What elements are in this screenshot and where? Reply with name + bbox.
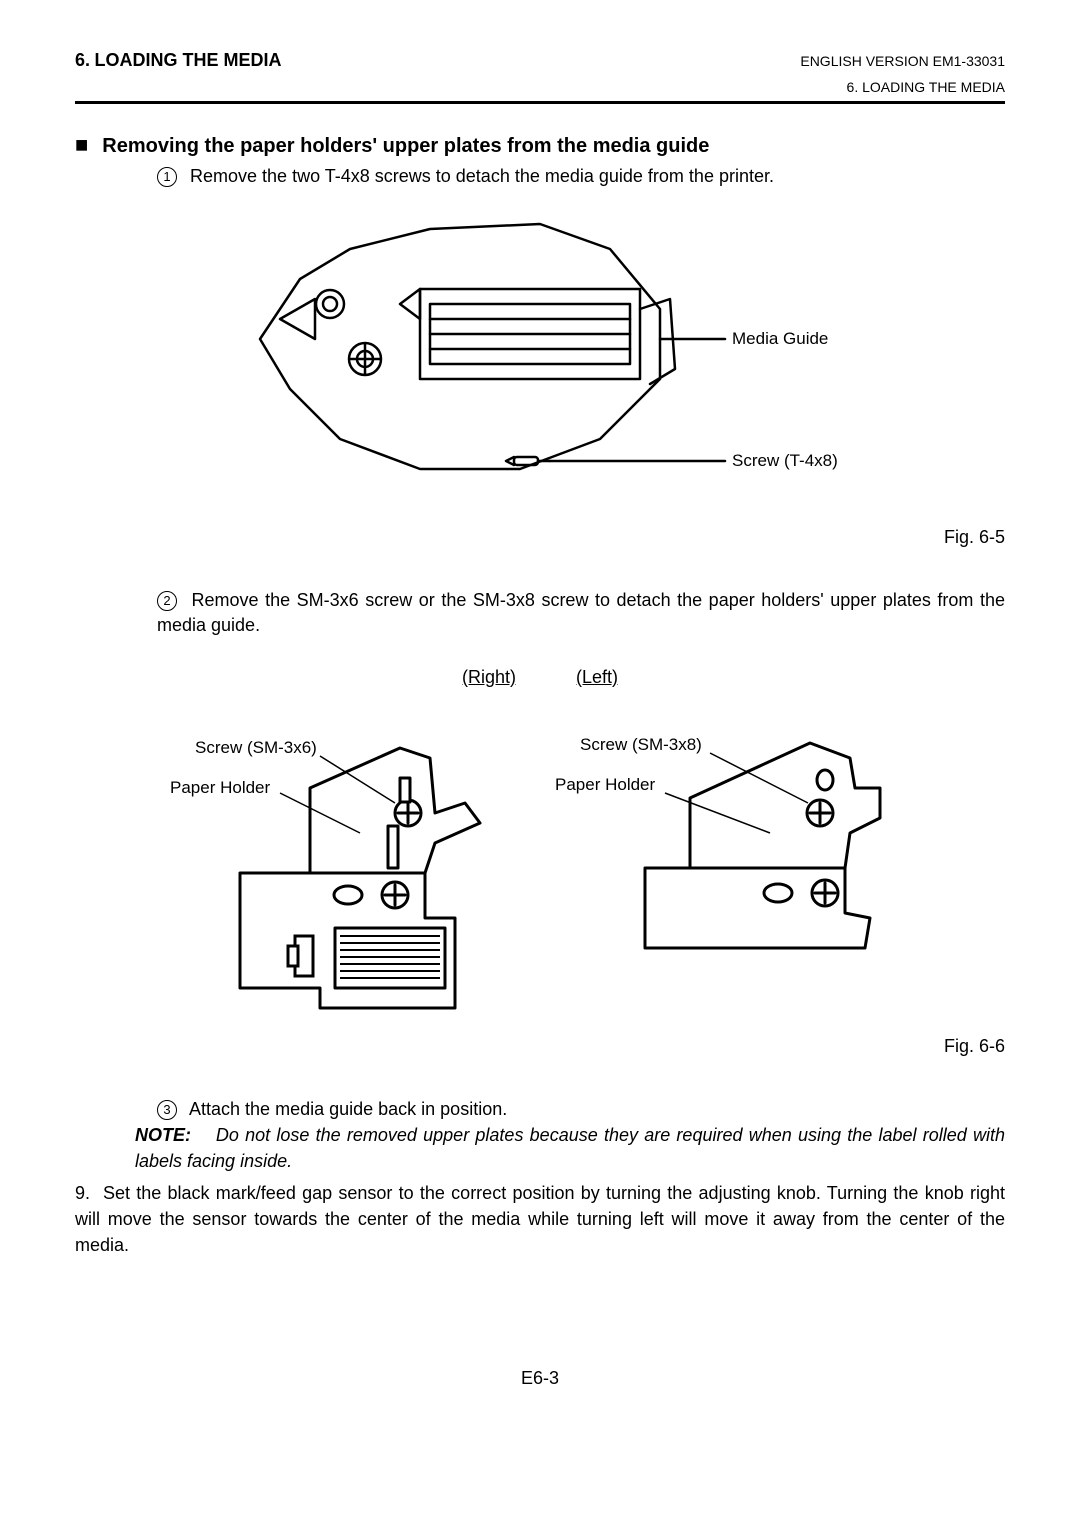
- step-2-text: Remove the SM-3x6 screw or the SM-3x8 sc…: [157, 590, 1005, 635]
- step-1-text: Remove the two T-4x8 screws to detach th…: [190, 166, 774, 186]
- topic-bullet-icon: ■: [75, 134, 88, 156]
- paragraph-9-text: Set the black mark/feed gap sensor to th…: [75, 1183, 1005, 1255]
- fig1-label-screw: Screw (T-4x8): [732, 451, 838, 470]
- fig2-left-holder-label: Paper Holder: [555, 775, 656, 794]
- step-2: 2 Remove the SM-3x6 screw or the SM-3x8 …: [157, 588, 1005, 638]
- section-number: 6.: [75, 50, 90, 70]
- fig2-right-holder-label: Paper Holder: [170, 778, 271, 797]
- fig2-left-illustration: Screw (SM-3x8) Paper Holder: [550, 718, 910, 958]
- fig1-caption: Fig. 6-5: [75, 527, 1005, 548]
- version-text: ENGLISH VERSION EM1-33031: [800, 53, 1005, 69]
- note-label: NOTE:: [135, 1125, 191, 1145]
- topic-title: Removing the paper holders' upper plates…: [102, 135, 709, 158]
- note-block: NOTE: Do not lose the removed upper plat…: [135, 1122, 1005, 1174]
- step-3-text: Attach the media guide back in position.: [189, 1099, 507, 1119]
- step-3: 3 Attach the media guide back in positio…: [157, 1097, 1005, 1122]
- fig2-caption: Fig. 6-6: [75, 1036, 1005, 1057]
- subheader: 6. LOADING THE MEDIA: [75, 79, 1005, 95]
- fig2-right-screw-label: Screw (SM-3x6): [195, 738, 317, 757]
- step-1-marker-icon: 1: [157, 167, 177, 187]
- paragraph-9: 9.Set the black mark/feed gap sensor to …: [75, 1180, 1005, 1258]
- step-1: 1 Remove the two T-4x8 screws to detach …: [157, 164, 1005, 189]
- fig2-left-header: (Left): [576, 667, 618, 688]
- note-text: Do not lose the removed upper plates bec…: [135, 1125, 1005, 1171]
- fig2-right-header: (Right): [462, 667, 516, 688]
- step-2-marker-icon: 2: [157, 591, 177, 611]
- fig2-right-illustration: Screw (SM-3x6) Paper Holder: [170, 718, 530, 1018]
- fig2-left-screw-label: Screw (SM-3x8): [580, 735, 702, 754]
- header-divider: [75, 101, 1005, 104]
- step-3-marker-icon: 3: [157, 1100, 177, 1120]
- fig1-label-media-guide: Media Guide: [732, 329, 828, 348]
- paragraph-9-number: 9.: [75, 1180, 103, 1206]
- section-title: LOADING THE MEDIA: [94, 50, 281, 70]
- page-number: E6-3: [75, 1368, 1005, 1389]
- figure-6-5-illustration: Media Guide Screw (T-4x8): [220, 209, 860, 509]
